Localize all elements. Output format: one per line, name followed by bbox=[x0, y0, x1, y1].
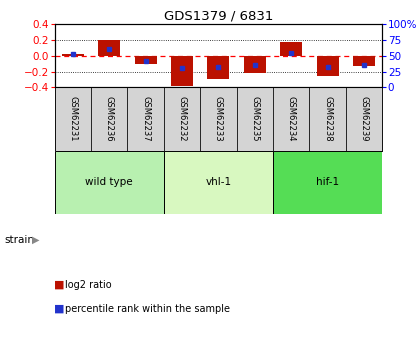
Bar bbox=[200, 87, 236, 151]
Bar bbox=[91, 87, 127, 151]
Bar bbox=[353, 56, 375, 66]
Bar bbox=[280, 42, 302, 56]
Bar bbox=[98, 40, 120, 56]
Text: hif-1: hif-1 bbox=[316, 177, 339, 187]
Text: GSM62232: GSM62232 bbox=[178, 96, 186, 142]
Bar bbox=[207, 56, 229, 79]
Text: GSM62235: GSM62235 bbox=[250, 96, 259, 142]
Text: GSM62237: GSM62237 bbox=[141, 96, 150, 142]
Text: percentile rank within the sample: percentile rank within the sample bbox=[65, 304, 230, 314]
Text: ■: ■ bbox=[54, 304, 64, 314]
Bar bbox=[171, 56, 193, 86]
Text: GSM62233: GSM62233 bbox=[214, 96, 223, 142]
Bar bbox=[164, 87, 200, 151]
Bar bbox=[273, 151, 382, 214]
Bar bbox=[236, 87, 273, 151]
Text: vhl-1: vhl-1 bbox=[205, 177, 231, 187]
Text: GSM62231: GSM62231 bbox=[68, 96, 77, 142]
Text: ■: ■ bbox=[54, 280, 64, 289]
Bar bbox=[244, 56, 266, 73]
Text: GSM62238: GSM62238 bbox=[323, 96, 332, 142]
Bar bbox=[62, 54, 84, 56]
Bar bbox=[346, 87, 382, 151]
Bar bbox=[135, 56, 157, 65]
Bar bbox=[55, 151, 164, 214]
Text: ▶: ▶ bbox=[32, 235, 39, 245]
Bar bbox=[127, 87, 164, 151]
Bar bbox=[164, 151, 273, 214]
Bar bbox=[273, 87, 310, 151]
Text: GSM62234: GSM62234 bbox=[287, 96, 296, 142]
Text: wild type: wild type bbox=[85, 177, 133, 187]
Bar bbox=[55, 87, 91, 151]
Text: log2 ratio: log2 ratio bbox=[65, 280, 112, 289]
Text: strain: strain bbox=[4, 235, 34, 245]
Bar bbox=[317, 56, 339, 76]
Text: GSM62236: GSM62236 bbox=[105, 96, 114, 142]
Title: GDS1379 / 6831: GDS1379 / 6831 bbox=[164, 10, 273, 23]
Bar bbox=[310, 87, 346, 151]
Text: GSM62239: GSM62239 bbox=[360, 96, 368, 142]
